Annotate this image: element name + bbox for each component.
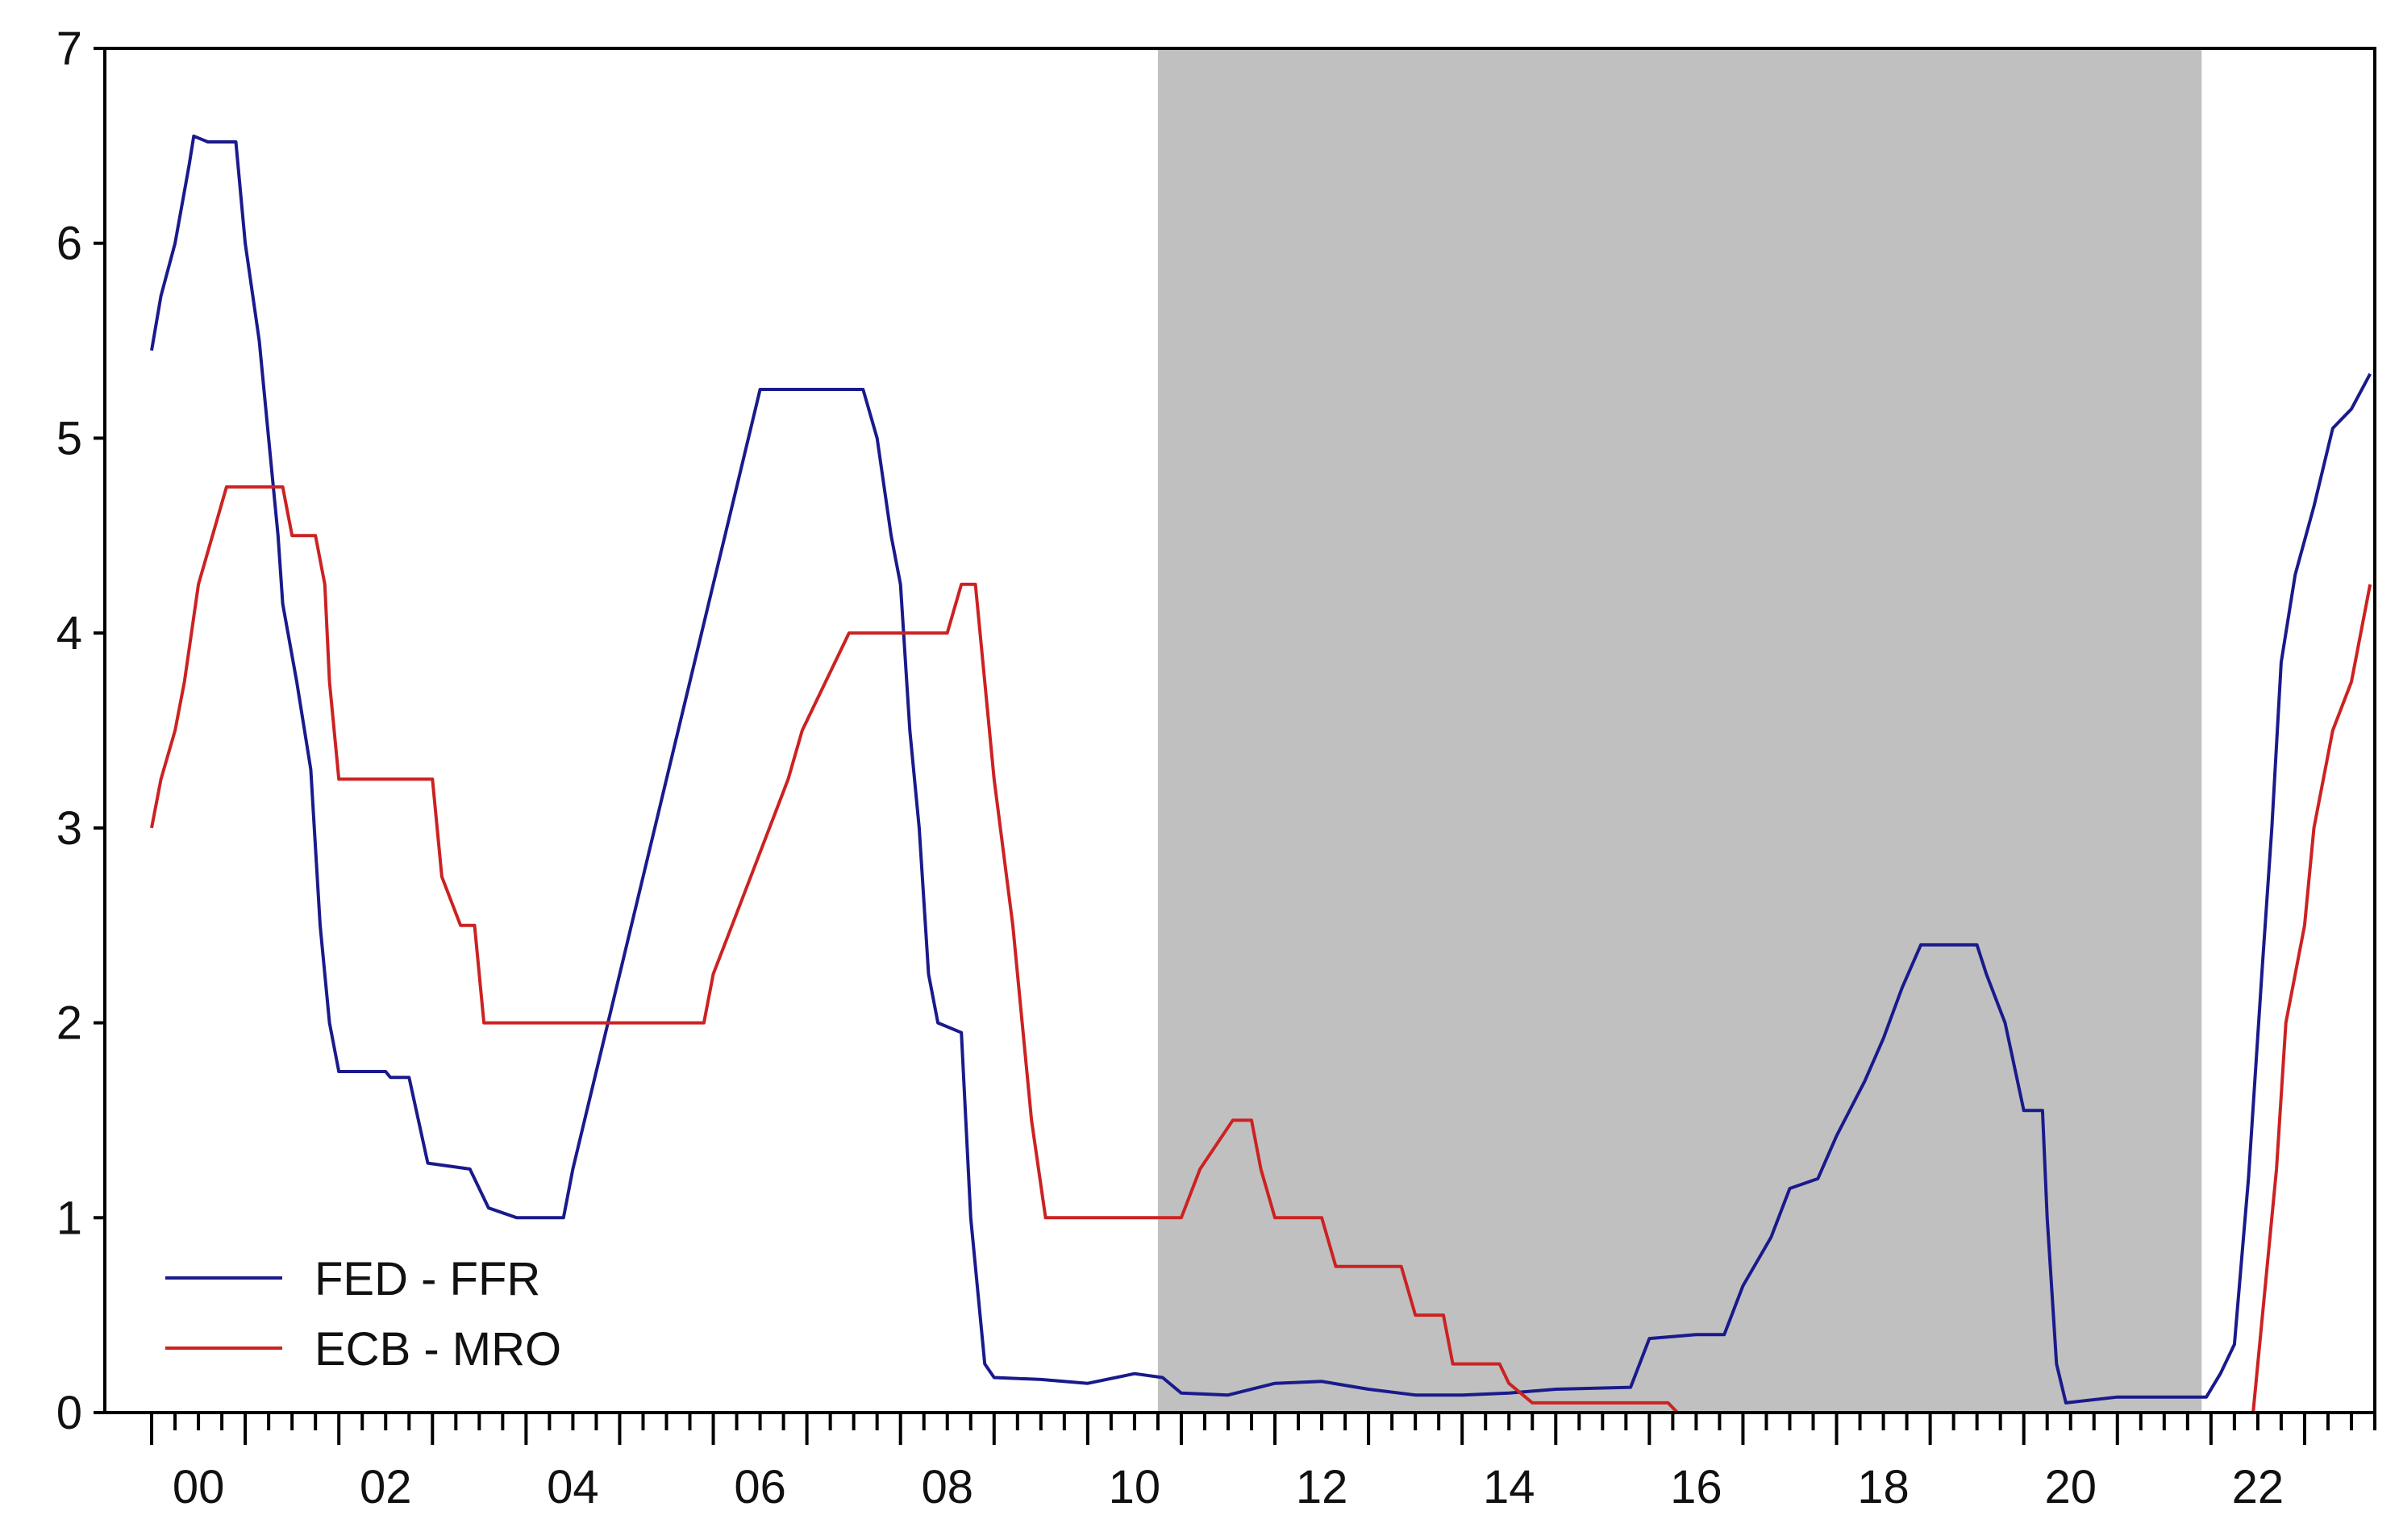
series-line-fed-ffr (150, 134, 2372, 1405)
plot-frame (103, 47, 2376, 1414)
y-tick-label-3: 3 (56, 802, 82, 855)
x-axis: 00 02 04 06 08 10 12 14 16 18 20 22 (150, 1413, 2376, 1513)
x-tick-label-22: 22 (2232, 1461, 2284, 1513)
y-tick-label-7: 7 (56, 23, 82, 75)
y-tick-label-4: 4 (56, 607, 82, 660)
y-tick-label-2: 2 (56, 997, 82, 1050)
x-tick-label-08: 08 (921, 1461, 973, 1513)
x-tick-label-04: 04 (547, 1461, 599, 1513)
y-axis: 0 1 2 3 4 5 6 7 (56, 23, 105, 1439)
y-tick-label-6: 6 (56, 218, 82, 270)
shaded-period (1157, 48, 2202, 1413)
x-tick-label-00: 00 (173, 1461, 225, 1513)
x-tick-label-10: 10 (1109, 1461, 1161, 1513)
x-tick-label-16: 16 (1670, 1461, 1722, 1513)
x-tick-label-02: 02 (360, 1461, 412, 1513)
legend-label-ecb: ECB - MRO (314, 1323, 561, 1376)
y-tick-label-5: 5 (56, 412, 82, 464)
legend: FED - FFR ECB - MRO (165, 1253, 561, 1376)
x-tick-label-06: 06 (734, 1461, 786, 1513)
legend-label-fed: FED - FFR (314, 1253, 540, 1305)
series-line-ecb-mro (150, 485, 2372, 1414)
series-layer (150, 134, 2372, 1414)
y-tick-label-0: 0 (56, 1387, 82, 1439)
x-tick-label-14: 14 (1483, 1461, 1535, 1513)
x-tick-label-18: 18 (1857, 1461, 1910, 1513)
y-tick-label-1: 1 (56, 1192, 82, 1244)
x-tick-label-12: 12 (1296, 1461, 1348, 1513)
x-tick-label-20: 20 (2044, 1461, 2097, 1513)
